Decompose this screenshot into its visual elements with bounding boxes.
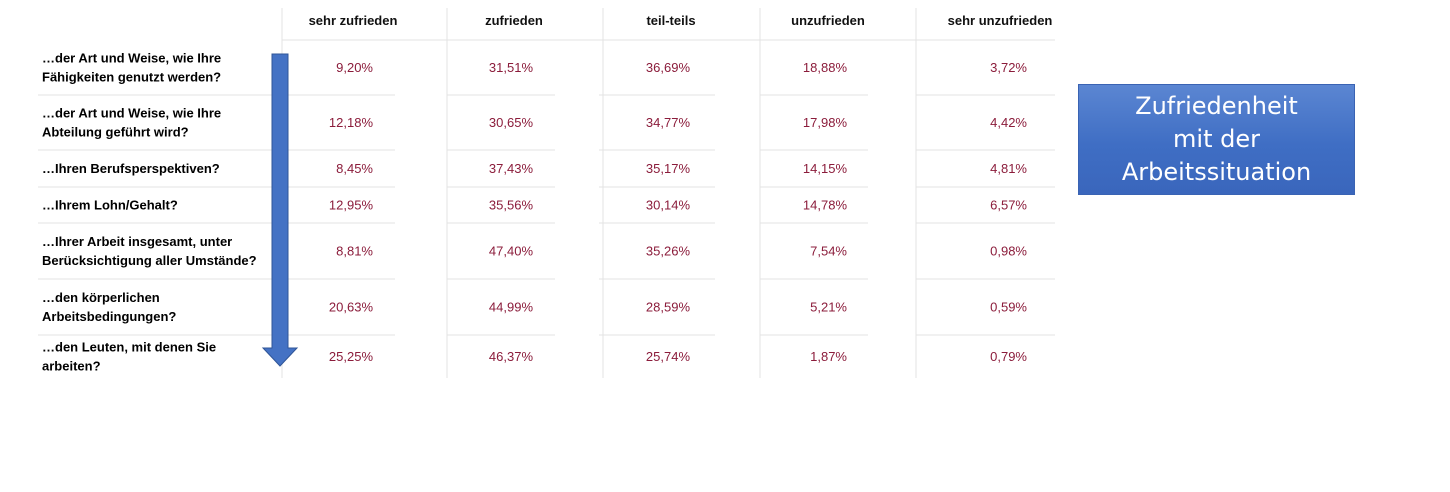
column-header: teil-teils <box>646 13 695 28</box>
row-label: …der Art und Weise, wie Ihre Abteilung ge… <box>42 106 221 140</box>
row-label: …Ihrem Lohn/Gehalt? <box>42 198 178 213</box>
table-cell-value: 12,18% <box>329 115 374 130</box>
table-cell-value: 17,98% <box>803 115 848 130</box>
table-cell-value: 8,81% <box>336 244 373 259</box>
table-cell-value: 5,21% <box>810 300 847 315</box>
table-cell-value: 7,54% <box>810 244 847 259</box>
table-cell-value: 34,77% <box>646 115 691 130</box>
table-cell-value: 9,20% <box>336 60 373 75</box>
title-box-text: Zufriedenheit mit der Arbeitssituation <box>1121 92 1312 186</box>
table-cell-value: 35,17% <box>646 161 691 176</box>
row-label: …der Art und Weise, wie Ihre Fähigkeiten … <box>42 51 221 85</box>
table-cell-value: 3,72% <box>990 60 1027 75</box>
table-cell-value: 46,37% <box>489 349 534 364</box>
column-header: unzufrieden <box>791 13 865 28</box>
row-label: …Ihrer Arbeit insgesamt, unter Berücksich… <box>42 234 257 268</box>
table-cell-value: 28,59% <box>646 300 691 315</box>
table-cell-value: 4,42% <box>990 115 1027 130</box>
table-cell-value: 36,69% <box>646 60 691 75</box>
table-cell-value: 18,88% <box>803 60 848 75</box>
table-cell-value: 0,98% <box>990 244 1027 259</box>
table-cell-value: 31,51% <box>489 60 534 75</box>
table-cell-value: 20,63% <box>329 300 374 315</box>
table-cell-value: 12,95% <box>329 198 374 213</box>
down-arrow <box>261 53 299 367</box>
table-cell-value: 35,26% <box>646 244 691 259</box>
column-header: sehr zufrieden <box>309 13 398 28</box>
row-label: …Ihren Berufsperspektiven? <box>42 161 220 176</box>
table-cell-value: 25,74% <box>646 349 691 364</box>
table-cell-value: 35,56% <box>489 198 534 213</box>
row-label: …den körperlichen Arbeitsbedingungen? <box>42 290 176 324</box>
table-cell-value: 6,57% <box>990 198 1027 213</box>
table-cell-value: 30,14% <box>646 198 691 213</box>
row-label: …den Leuten, mit denen Sie arbeiten? <box>42 340 216 374</box>
table-cell-value: 37,43% <box>489 161 534 176</box>
table-cell-value: 0,59% <box>990 300 1027 315</box>
table-cell-value: 47,40% <box>489 244 534 259</box>
column-header: zufrieden <box>485 13 543 28</box>
table-cell-value: 30,65% <box>489 115 534 130</box>
title-box: Zufriedenheit mit der Arbeitssituation <box>1078 84 1355 195</box>
table-cell-value: 4,81% <box>990 161 1027 176</box>
table-cell-value: 0,79% <box>990 349 1027 364</box>
table-cell-value: 8,45% <box>336 161 373 176</box>
table-cell-value: 25,25% <box>329 349 374 364</box>
table-cell-value: 44,99% <box>489 300 534 315</box>
table-cell-value: 14,78% <box>803 198 848 213</box>
table-cell-value: 14,15% <box>803 161 848 176</box>
table-cell-value: 1,87% <box>810 349 847 364</box>
column-header: sehr unzufrieden <box>948 13 1053 28</box>
